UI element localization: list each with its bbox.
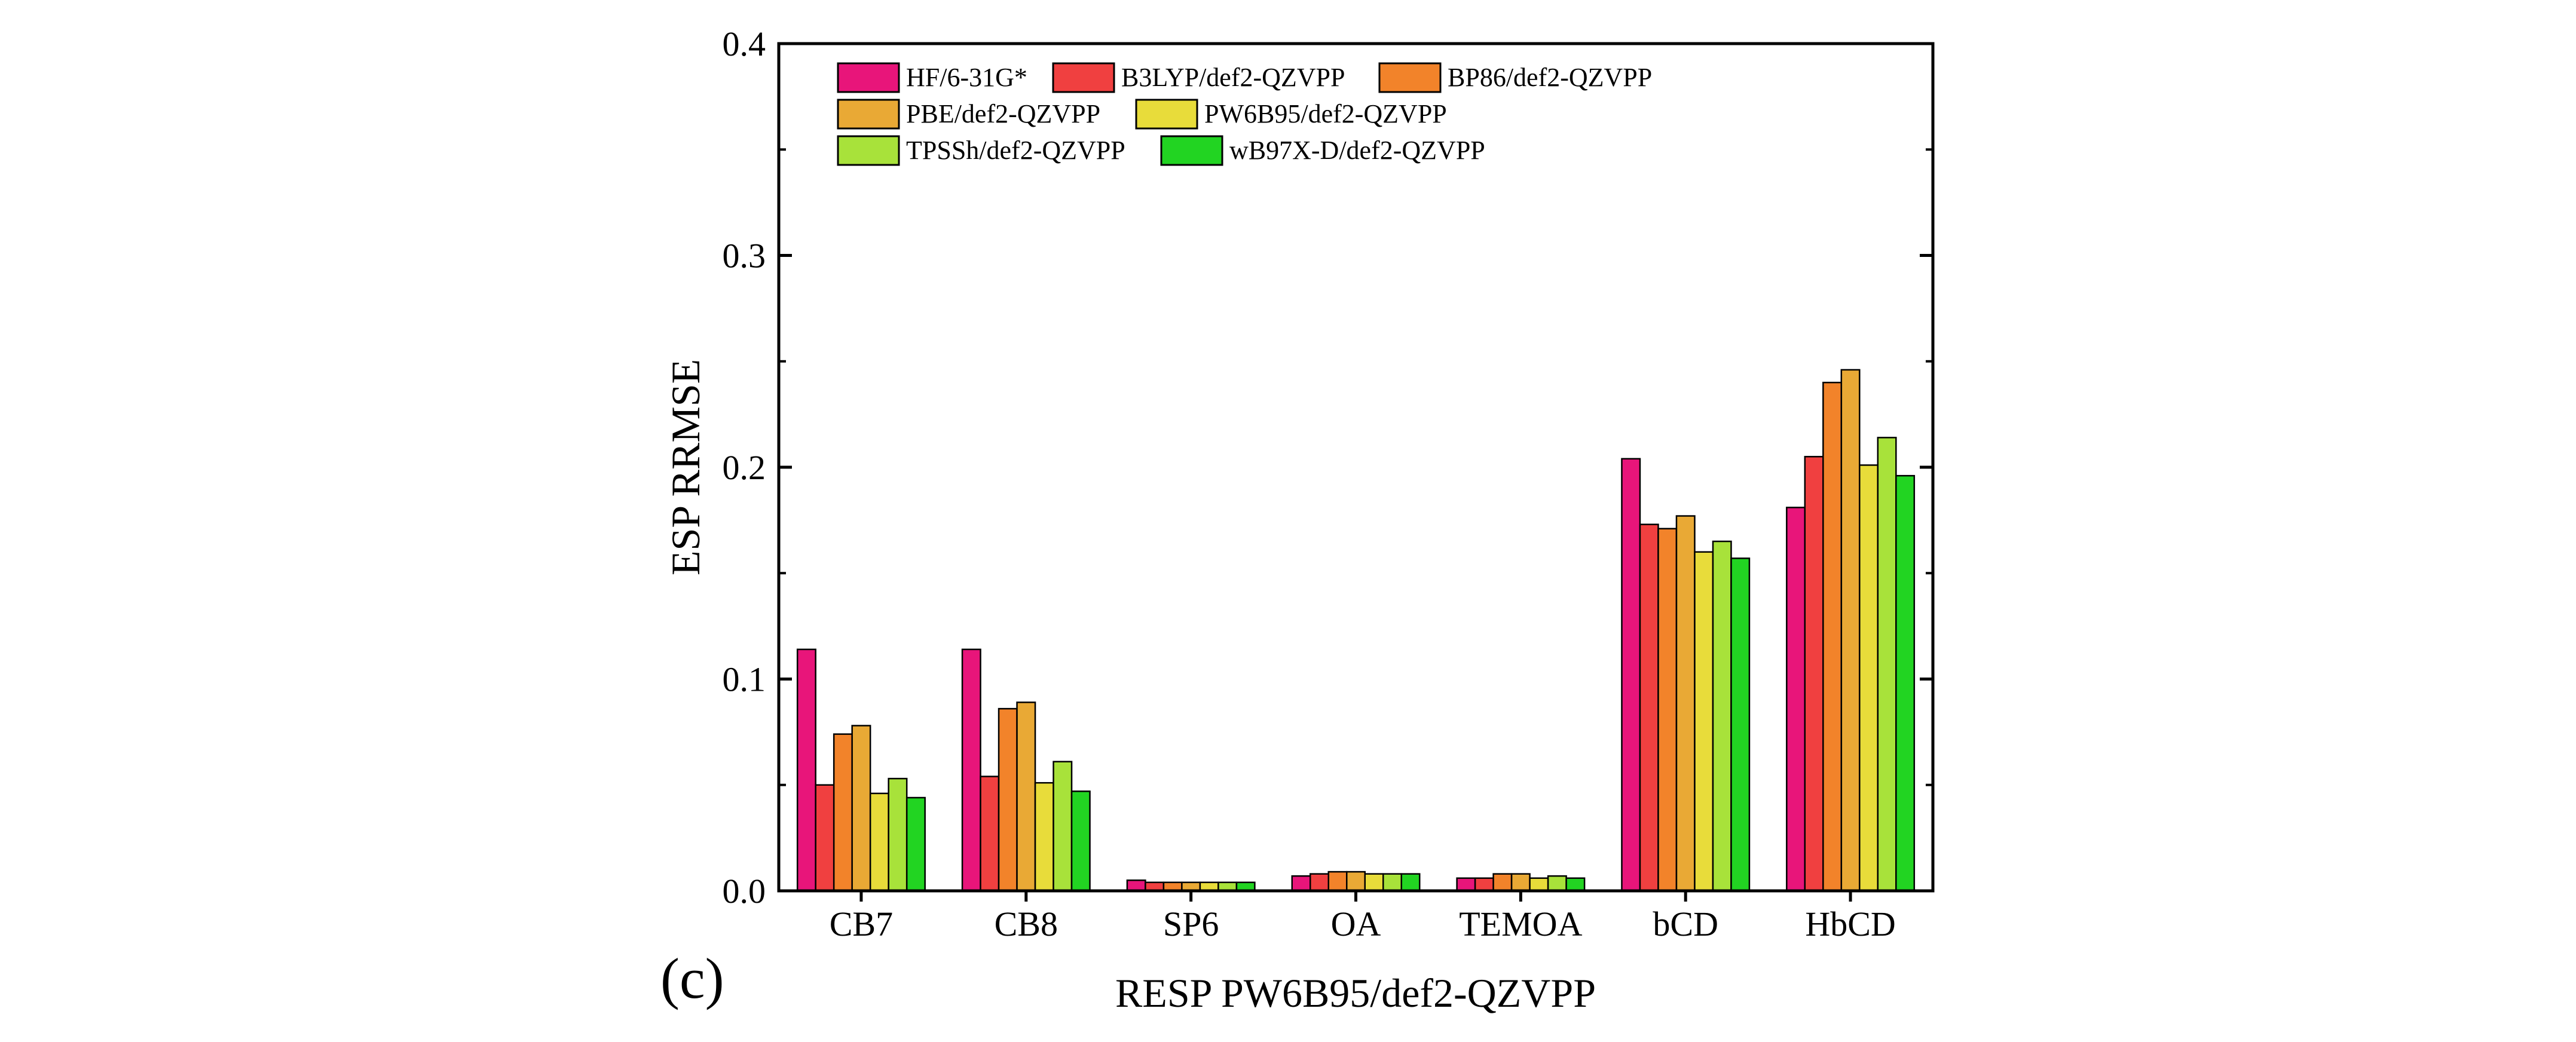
bar (1346, 871, 1366, 892)
bar (1529, 877, 1549, 892)
panel-label: (c) (660, 946, 724, 1010)
bar (1694, 551, 1714, 892)
bar (1400, 873, 1421, 892)
bars-layer (796, 369, 1916, 892)
bar (1034, 782, 1054, 892)
x-tick-label: CB8 (995, 905, 1058, 943)
bar (1877, 437, 1897, 892)
bar (1822, 381, 1843, 892)
bar (1070, 790, 1091, 892)
x-tick-label: HbCD (1805, 905, 1895, 943)
x-tick-label: TEMOA (1459, 905, 1582, 943)
bar (1675, 515, 1696, 892)
bar (1126, 879, 1146, 892)
bar (998, 707, 1018, 892)
bar (1730, 557, 1751, 892)
y-axis-label: ESP RRMSE (663, 359, 708, 575)
plot-frame (777, 42, 1935, 893)
x-tick-label: SP6 (1163, 905, 1219, 943)
bar (1474, 877, 1494, 892)
bar (833, 733, 853, 892)
x-axis-label: RESP PW6B95/def2-QZVPP (1115, 970, 1596, 1016)
bar (961, 648, 981, 892)
bar (1016, 701, 1036, 892)
legend-item: B3LYP/def2-QZVPP (1052, 62, 1345, 93)
bar (1053, 761, 1073, 892)
legend-label: wB97X-D/def2-QZVPP (1229, 136, 1485, 165)
bar (851, 725, 871, 892)
bar (1565, 877, 1586, 892)
legend-item: PW6B95/def2-QZVPP (1135, 99, 1447, 130)
bar (1786, 507, 1806, 892)
y-tick-label: 0.4 (723, 24, 766, 63)
legend-item: wB97X-D/def2-QZVPP (1160, 135, 1485, 166)
bar (1657, 528, 1678, 892)
y-tick-label: 0.3 (723, 237, 766, 275)
bar (1492, 873, 1513, 892)
legend-swatch (837, 135, 900, 166)
legend-item: BP86/def2-QZVPP (1378, 62, 1652, 93)
bar (1712, 540, 1732, 892)
x-axis: CB7 CB8 SP6 OA TEMOA bCD HbCD (830, 891, 1896, 943)
legend-label: TPSSh/def2-QZVPP (906, 136, 1125, 165)
bar (1895, 474, 1916, 892)
bar (815, 784, 835, 892)
bar (1310, 873, 1329, 892)
legend-label: HF/6-31G* (906, 63, 1027, 92)
bar (1621, 458, 1641, 892)
bar (1510, 873, 1531, 892)
bar (888, 777, 908, 892)
x-tick-label: bCD (1653, 905, 1718, 943)
legend: HF/6-31G* B3LYP/def2-QZVPP BP86/def2-QZVPP… (837, 62, 1652, 166)
bar (1382, 873, 1402, 892)
legend-swatch (837, 99, 900, 130)
bar (1327, 871, 1348, 892)
bar (1456, 877, 1476, 892)
legend-swatch (1135, 99, 1198, 130)
legend-swatch (1160, 135, 1223, 166)
x-tick-label: CB7 (830, 905, 893, 943)
legend-item: HF/6-31G* (837, 62, 1027, 93)
bar (1804, 456, 1824, 892)
bar (905, 796, 926, 892)
y-tick-label: 0.2 (723, 448, 766, 487)
bar (1639, 523, 1659, 892)
bar (796, 648, 816, 892)
legend-label: PBE/def2-QZVPP (906, 99, 1100, 128)
y-tick-label: 0.1 (723, 660, 766, 699)
bar (1840, 369, 1861, 892)
bar (1364, 873, 1384, 892)
y-axis: 0.0 0.1 0.2 0.3 0.4 (723, 24, 1933, 911)
legend-swatch (1378, 62, 1442, 93)
legend-item: TPSSh/def2-QZVPP (837, 135, 1125, 166)
y-tick-label: 0.0 (723, 872, 766, 911)
bar (1291, 875, 1311, 892)
legend-label: B3LYP/def2-QZVPP (1121, 63, 1345, 92)
legend-item: PBE/def2-QZVPP (837, 99, 1100, 130)
bar (1859, 464, 1879, 892)
legend-swatch (1052, 62, 1115, 93)
bar (1547, 875, 1567, 892)
legend-label: PW6B95/def2-QZVPP (1204, 99, 1447, 128)
legend-swatch (837, 62, 900, 93)
x-tick-label: OA (1331, 905, 1381, 943)
bar (980, 776, 1000, 892)
legend-label: BP86/def2-QZVPP (1448, 63, 1652, 92)
bar (869, 792, 889, 892)
